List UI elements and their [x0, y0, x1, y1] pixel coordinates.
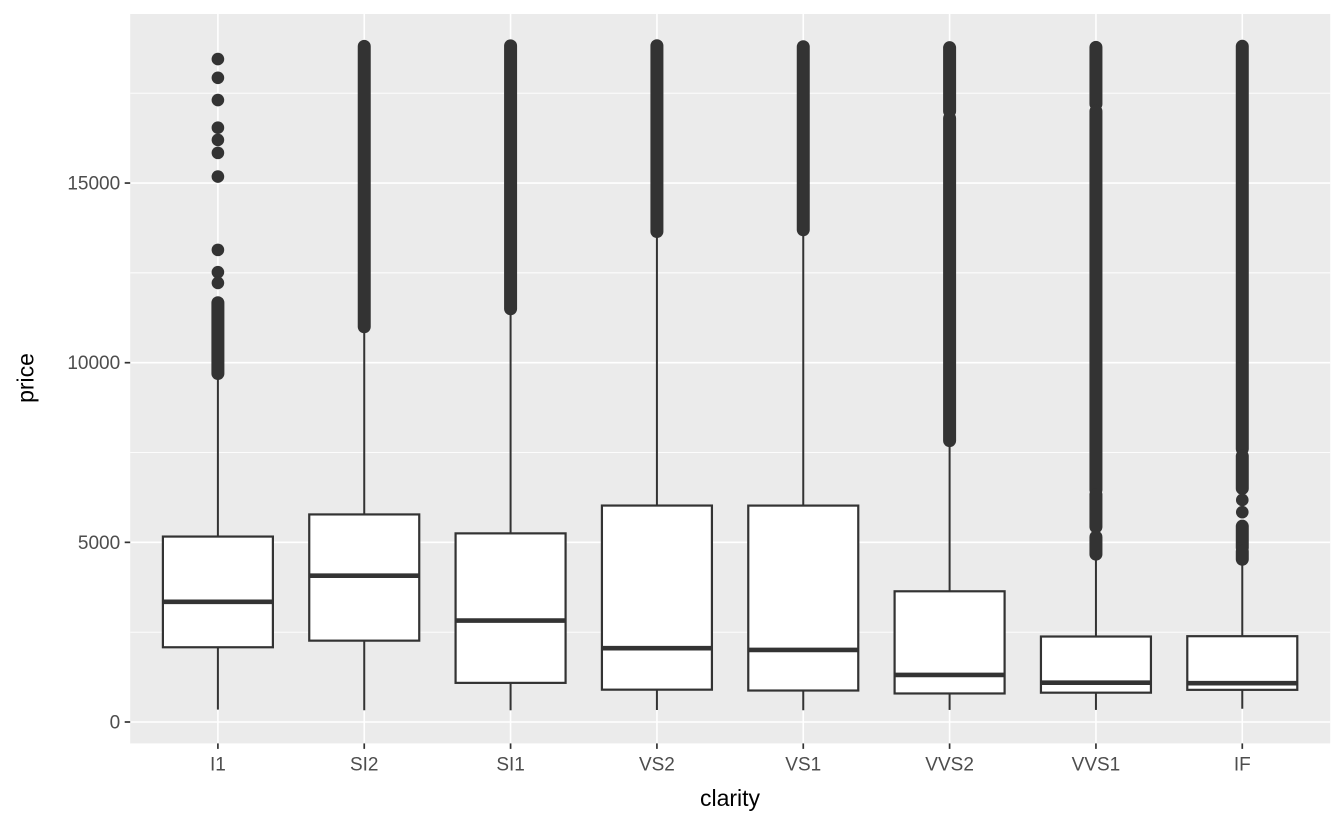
- box-VS1: [747, 504, 860, 692]
- box-I1: [161, 535, 274, 649]
- y-axis-title: price: [12, 353, 39, 403]
- outlier-band: [943, 41, 957, 118]
- outlier-point: [1235, 493, 1249, 507]
- outlier-band: [1089, 530, 1103, 561]
- outlier-band: [1235, 39, 1249, 456]
- x-tick-label: SI2: [350, 754, 379, 775]
- outlier-band: [943, 111, 957, 448]
- y-tick-label: 10000: [67, 353, 120, 374]
- outlier-band: [504, 39, 518, 316]
- outlier-point: [211, 93, 225, 107]
- x-tick-label: I1: [210, 754, 226, 775]
- outlier-band: [211, 296, 225, 380]
- x-tick-label: VVS2: [925, 754, 974, 775]
- box-SI1: [454, 532, 567, 684]
- x-tick-label: VS2: [639, 754, 675, 775]
- outlier-band: [1089, 488, 1103, 534]
- x-tick-label: SI1: [496, 754, 525, 775]
- y-tick-label: 0: [110, 713, 121, 734]
- box-VVS2: [893, 590, 1006, 695]
- outlier-point: [211, 71, 225, 85]
- outlier-point: [211, 146, 225, 160]
- x-tick-label: VVS1: [1072, 754, 1121, 775]
- y-tick-label: 15000: [67, 174, 120, 195]
- outlier-point: [211, 52, 225, 66]
- x-tick-label: IF: [1234, 754, 1251, 775]
- outlier-band: [357, 39, 371, 334]
- y-tick-label: 5000: [78, 533, 120, 554]
- outlier-point: [211, 265, 225, 279]
- outlier-point: [211, 243, 225, 257]
- outlier-band: [796, 40, 810, 237]
- outlier-band: [1089, 40, 1103, 111]
- outlier-point: [211, 133, 225, 147]
- outlier-band: [1235, 449, 1249, 495]
- x-axis-title: clarity: [699, 785, 761, 811]
- outlier-band: [1235, 544, 1249, 566]
- box-VS2: [600, 504, 714, 691]
- outlier-point: [1235, 505, 1249, 519]
- outlier-point: [211, 121, 225, 135]
- outlier-band: [1235, 519, 1249, 555]
- x-tick-label: VS1: [785, 754, 821, 775]
- outlier-band: [1089, 104, 1103, 497]
- outlier-band: [650, 39, 664, 239]
- outlier-point: [211, 276, 225, 290]
- outlier-point: [211, 170, 225, 183]
